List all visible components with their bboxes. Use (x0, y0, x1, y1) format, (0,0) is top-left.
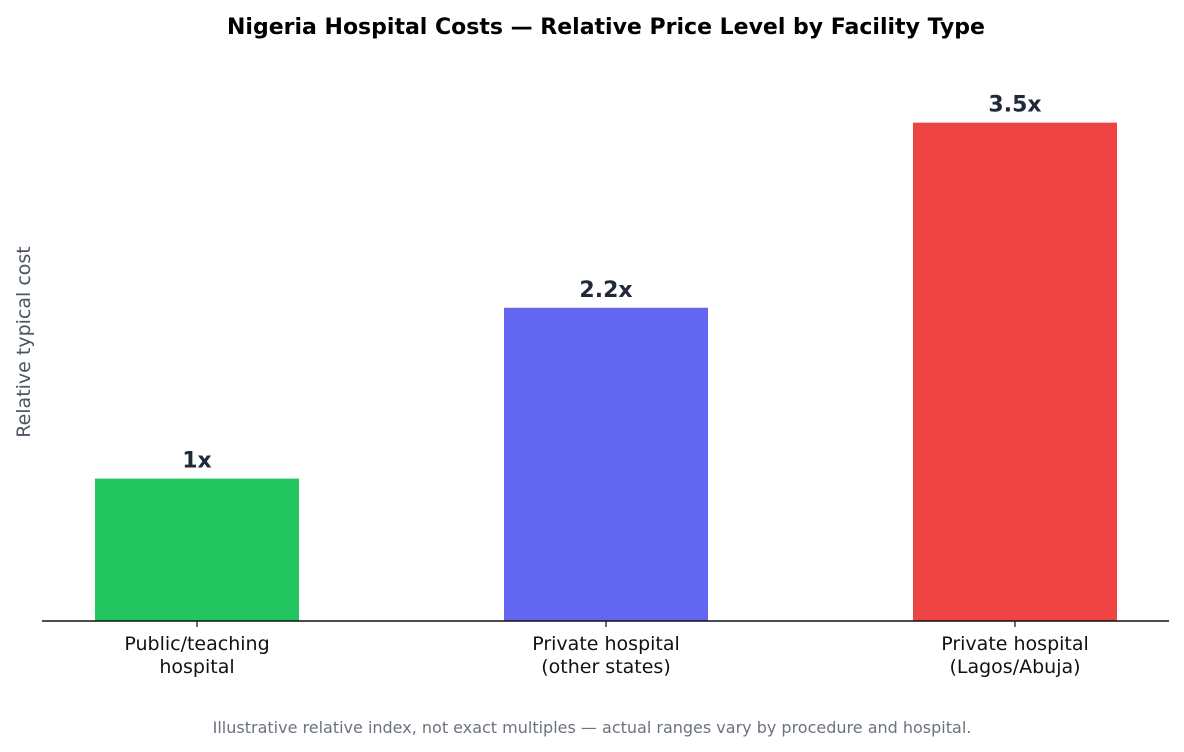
bars-layer: 1x 2.2x 3.5x (95, 93, 1117, 622)
chart-title: Nigeria Hospital Costs — Relative Price … (227, 15, 985, 40)
x-tick-label-3: Private hospital (Lagos/Abuja) (941, 633, 1089, 678)
x-tick-label-line: Private hospital (532, 633, 680, 655)
bar-2 (504, 307, 708, 621)
y-axis-label: Relative typical cost (13, 246, 35, 438)
x-tick-label-line: Public/teaching (124, 633, 269, 655)
x-tick-label-line: Private hospital (941, 633, 1089, 655)
bar-value-label-1: 1x (182, 449, 212, 474)
footnote: Illustrative relative index, not exact m… (213, 718, 972, 737)
x-tick-label-line: (other states) (541, 656, 671, 678)
x-tick-label-line: hospital (159, 656, 234, 678)
bar-1 (95, 478, 299, 621)
x-tick-label-2: Private hospital (other states) (532, 633, 680, 678)
bar-value-label-2: 2.2x (579, 278, 632, 303)
bar-value-label-3: 3.5x (988, 93, 1041, 118)
bar-3 (913, 122, 1117, 622)
x-tick-label-line: (Lagos/Abuja) (949, 656, 1080, 678)
x-tick-label-1: Public/teaching hospital (124, 633, 269, 678)
